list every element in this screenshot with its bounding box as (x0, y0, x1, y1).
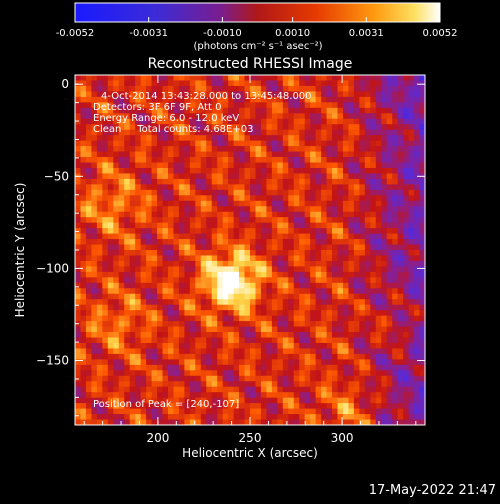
x-tick-label: 250 (239, 431, 262, 445)
colorbar-tick-label: -0.0010 (203, 28, 242, 39)
axis-ticks: 200 250 300 0 −50 −100 −150 (36, 75, 425, 445)
annotation-energy: Energy Range: 6.0 - 12.0 keV (93, 113, 239, 124)
annotation-clean: Clean Total counts: 4.68E+03 (93, 124, 253, 135)
colorbar-tick-label: 0.0031 (349, 28, 384, 39)
annotation-peak: Position of Peak = [240,-107] (93, 399, 239, 410)
colorbar-tick-label: 0.0010 (275, 28, 310, 39)
plot-title: Reconstructed RHESSI Image (148, 56, 353, 72)
colorbar-tick-label: -0.0052 (56, 28, 95, 39)
y-tick-label: −50 (44, 169, 69, 183)
annotation-time: 4-Oct-2014 13:43:28.000 to 13:45:48.000 (101, 91, 312, 102)
image-annotations: 4-Oct-2014 13:43:28.000 to 13:45:48.000 … (93, 91, 312, 410)
x-tick-label: 300 (331, 431, 354, 445)
colorbar-tick-label: 0.0052 (423, 28, 458, 39)
y-tick-label: −150 (36, 354, 69, 368)
x-tick-label: 200 (146, 431, 169, 445)
x-axis-label: Heliocentric X (arcsec) (182, 446, 318, 460)
colorbar-ticks: -0.0052 -0.0031 -0.0010 0.0010 0.0031 0.0052 (56, 17, 458, 39)
colorbar-gradient (74, 2, 441, 23)
colorbar: -0.0052 -0.0031 -0.0010 0.0010 0.0031 0.0052 … (56, 2, 458, 52)
colorbar-unit-label: (photons cm⁻² s⁻¹ asec⁻²) (193, 41, 322, 52)
heatmap-image (75, 75, 425, 425)
footer-date: 17-May-2022 21:47 (369, 483, 496, 498)
y-axis-label: Heliocentric Y (arcsec) (13, 183, 27, 318)
image-plot: 200 250 300 0 −50 −100 −150 4-Oct-2014 13:43:2… (36, 74, 426, 445)
y-tick-label: −100 (36, 261, 69, 275)
colorbar-tick-label: -0.0031 (129, 28, 168, 39)
annotation-detectors: Detectors: 3F 6F 9F, Att 0 (93, 102, 221, 113)
y-tick-label: 0 (61, 77, 69, 91)
